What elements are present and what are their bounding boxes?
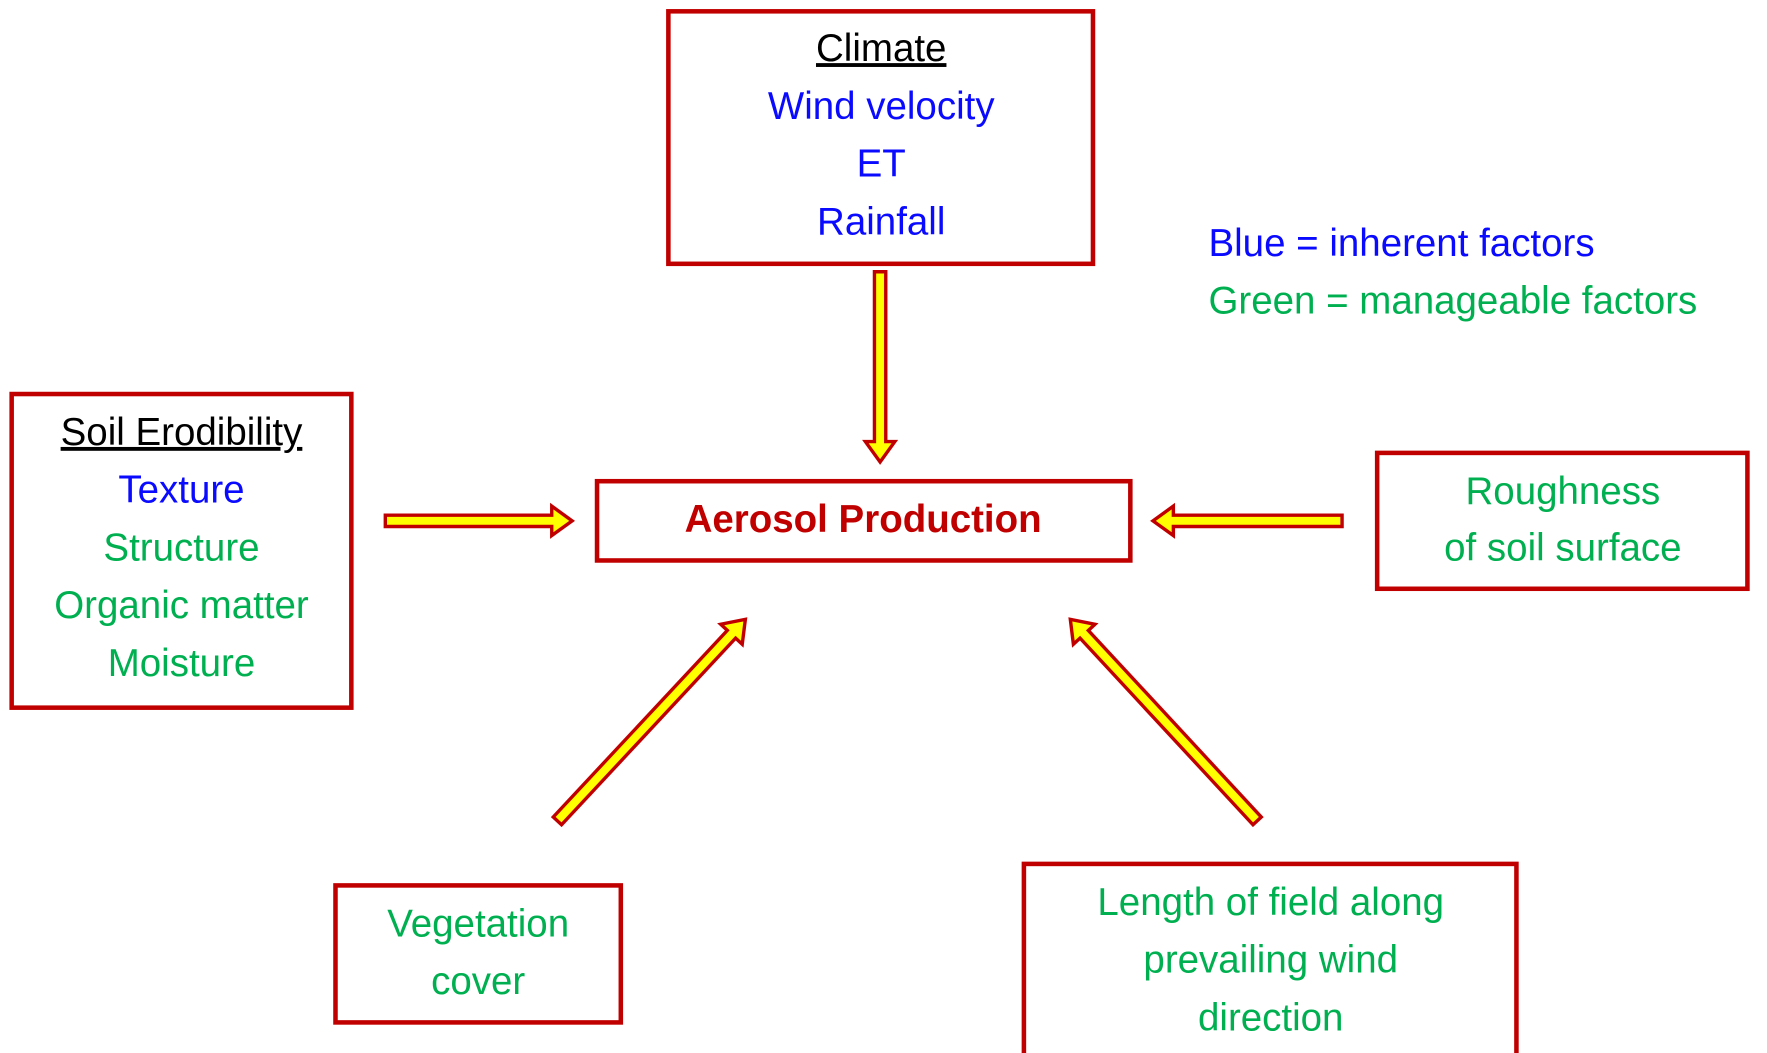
legend-entry: Green = manageable factors — [1208, 280, 1697, 323]
box-line: Rainfall — [817, 200, 945, 243]
box-line: ET — [857, 143, 906, 186]
box-line: Moisture — [108, 642, 256, 685]
arrow — [1150, 502, 1344, 539]
box-line: direction — [1198, 996, 1343, 1039]
box-line: cover — [431, 960, 525, 1003]
center-label: Aerosol Production — [685, 498, 1042, 541]
box-line: Organic matter — [54, 584, 309, 627]
center-box — [594, 478, 1133, 563]
box-line: Roughness — [1466, 470, 1661, 513]
arrow — [862, 270, 899, 465]
soil-box — [9, 391, 354, 710]
box-line: Length of field along — [1097, 881, 1444, 924]
legend-entry: Blue = inherent factors — [1208, 222, 1594, 265]
arrows — [383, 270, 1344, 828]
box-title: Climate — [816, 27, 946, 70]
arrow — [383, 502, 576, 539]
roughness-box — [1374, 450, 1750, 592]
box-line: Texture — [118, 469, 244, 512]
box-line: of soil surface — [1444, 526, 1681, 569]
climate-box — [666, 9, 1096, 267]
box-line: prevailing wind — [1143, 939, 1398, 982]
vegetation-box — [333, 883, 624, 1025]
box-line: Wind velocity — [768, 85, 995, 128]
box-title: Soil Erodibility — [61, 411, 303, 454]
box-line: Structure — [103, 526, 259, 569]
arrow — [550, 617, 748, 828]
length-box — [1021, 861, 1519, 1053]
arrow — [1068, 617, 1264, 828]
box-line: Vegetation — [387, 902, 569, 945]
